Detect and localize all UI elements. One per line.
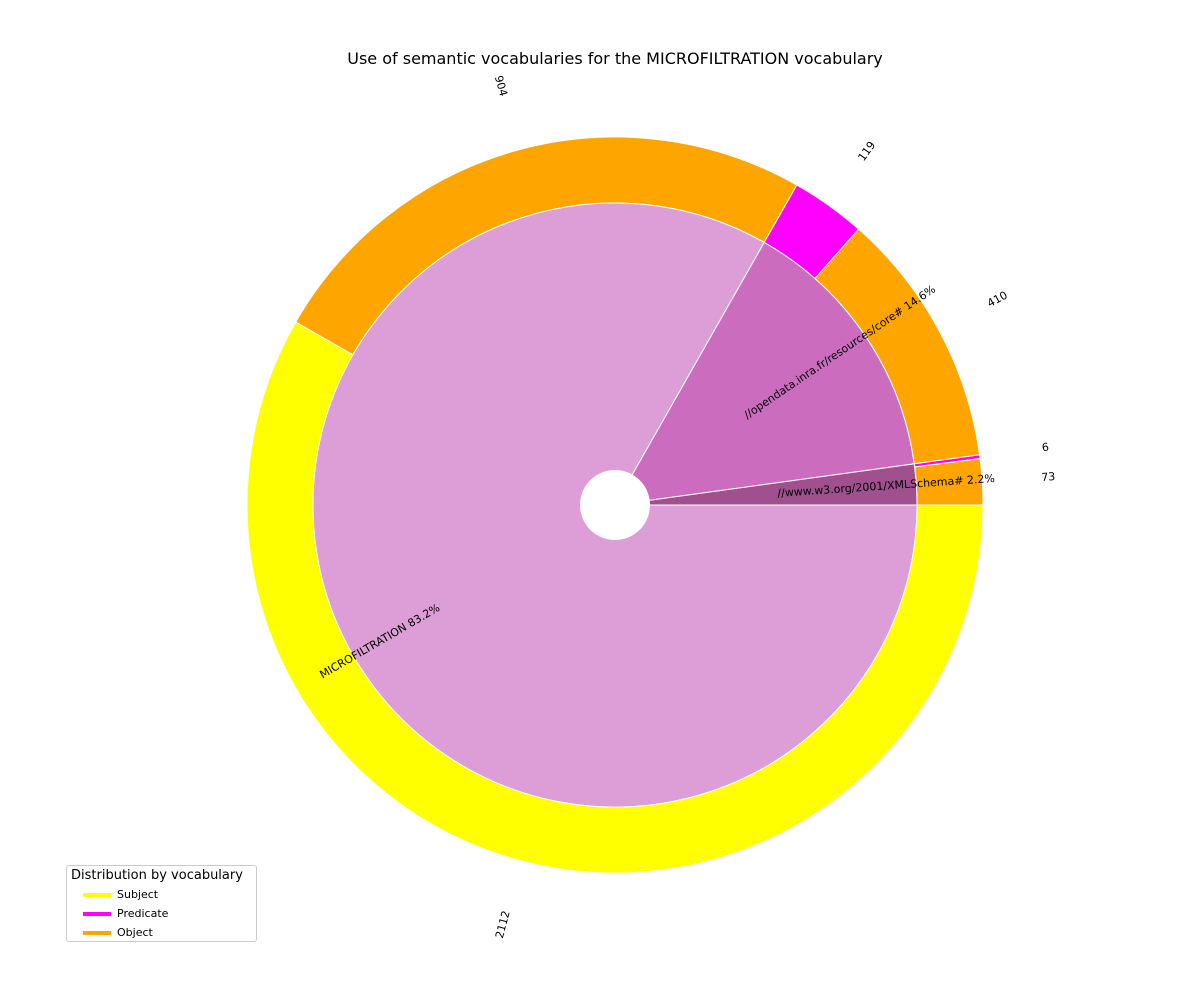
legend-label-predicate: Predicate	[117, 907, 169, 920]
legend-item-subject: Subject	[83, 888, 159, 901]
legend-title: Distribution by vocabulary	[71, 868, 243, 883]
outer-count-label: 6	[1041, 441, 1050, 455]
legend-label-subject: Subject	[117, 888, 159, 901]
chart-title: Use of semantic vocabularies for the MIC…	[347, 49, 883, 68]
legend-swatch-subject	[83, 893, 111, 897]
outer-count-label: 2112	[493, 909, 513, 939]
legend: Distribution by vocabulary Subject Predi…	[66, 865, 257, 942]
outer-count-label: 119	[855, 139, 878, 164]
legend-label-object: Object	[117, 926, 153, 939]
outer-count-label: 904	[492, 74, 510, 98]
outer-count-label: 410	[985, 289, 1010, 310]
center-hole	[580, 470, 650, 540]
legend-item-object: Object	[83, 926, 153, 939]
legend-swatch-predicate	[83, 912, 111, 916]
legend-item-predicate: Predicate	[83, 907, 169, 920]
outer-count-label: 73	[1041, 470, 1056, 484]
inner-slice-opendata-inra-fr-resources-core	[614, 241, 915, 506]
legend-swatch-object	[83, 931, 111, 935]
